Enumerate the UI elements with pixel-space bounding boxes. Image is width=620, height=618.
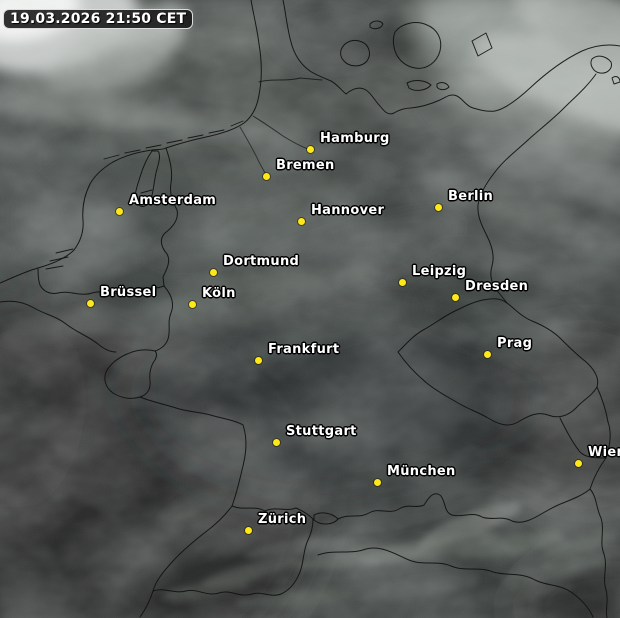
city-label: Frankfurt [268, 342, 340, 357]
city-label: München [387, 464, 456, 479]
border-ch-south-east [152, 518, 314, 596]
border-at-east [562, 488, 608, 618]
city-label: Hamburg [320, 131, 390, 146]
stettin-lagoon [590, 55, 620, 85]
border-czech [397, 298, 609, 426]
city-dot-icon [398, 278, 406, 286]
border-de-fr [139, 396, 247, 507]
border-dk-de [258, 77, 323, 83]
border-alps-inner [317, 547, 594, 618]
city-dot-icon [262, 172, 270, 180]
island-small [369, 20, 450, 91]
border-de-pl [477, 73, 597, 304]
city-dot-icon [86, 299, 94, 307]
city-dot-icon [451, 293, 459, 301]
city-dot-icon [209, 268, 217, 276]
border-de-at [337, 493, 564, 523]
border-nl-de [160, 147, 178, 287]
city-label: Dortmund [223, 254, 300, 269]
border-be-fr [0, 300, 117, 353]
border-at-cz-link [559, 417, 611, 490]
city-dot-icon [373, 478, 381, 486]
city-label: Amsterdam [129, 193, 217, 208]
timestamp-badge: 19.03.2026 21:50 CET [3, 9, 194, 29]
border-ch-north [231, 505, 314, 520]
border-nl-be [37, 268, 165, 295]
zeeland-islands [45, 248, 74, 270]
wadden-islands [103, 120, 244, 160]
border-ch-west [139, 505, 233, 618]
city-dot-icon [297, 217, 305, 225]
city-dot-icon [483, 350, 491, 358]
city-dot-icon [574, 459, 582, 467]
city-label: Leipzig [412, 264, 467, 279]
island-funen [340, 39, 370, 67]
city-label: Prag [497, 336, 533, 351]
island-bornholm [471, 32, 493, 57]
city-label: Hannover [311, 203, 385, 218]
city-label: Brüssel [100, 285, 157, 300]
city-dot-icon [188, 300, 196, 308]
city-label: Stuttgart [286, 424, 357, 439]
city-dot-icon [306, 145, 314, 153]
city-label: Berlin [448, 189, 494, 204]
city-label: Wien [588, 445, 620, 460]
city-label: Bremen [276, 158, 335, 173]
city-dot-icon [244, 526, 252, 534]
ijsselmeer [134, 150, 161, 207]
city-label: Dresden [465, 279, 529, 294]
city-label: Zürich [258, 512, 307, 527]
city-dot-icon [115, 207, 123, 215]
city-dot-icon [254, 356, 262, 364]
city-dot-icon [434, 203, 442, 211]
border-de-be-lu [154, 285, 174, 352]
island-zealand [392, 22, 442, 69]
coastline-baltic [282, 0, 620, 115]
weser-river [239, 126, 266, 174]
border-luxembourg [104, 349, 157, 399]
city-label: Köln [202, 286, 236, 301]
city-dot-icon [272, 438, 280, 446]
coastline-north-sea [0, 0, 262, 284]
elbe-river [252, 115, 309, 150]
